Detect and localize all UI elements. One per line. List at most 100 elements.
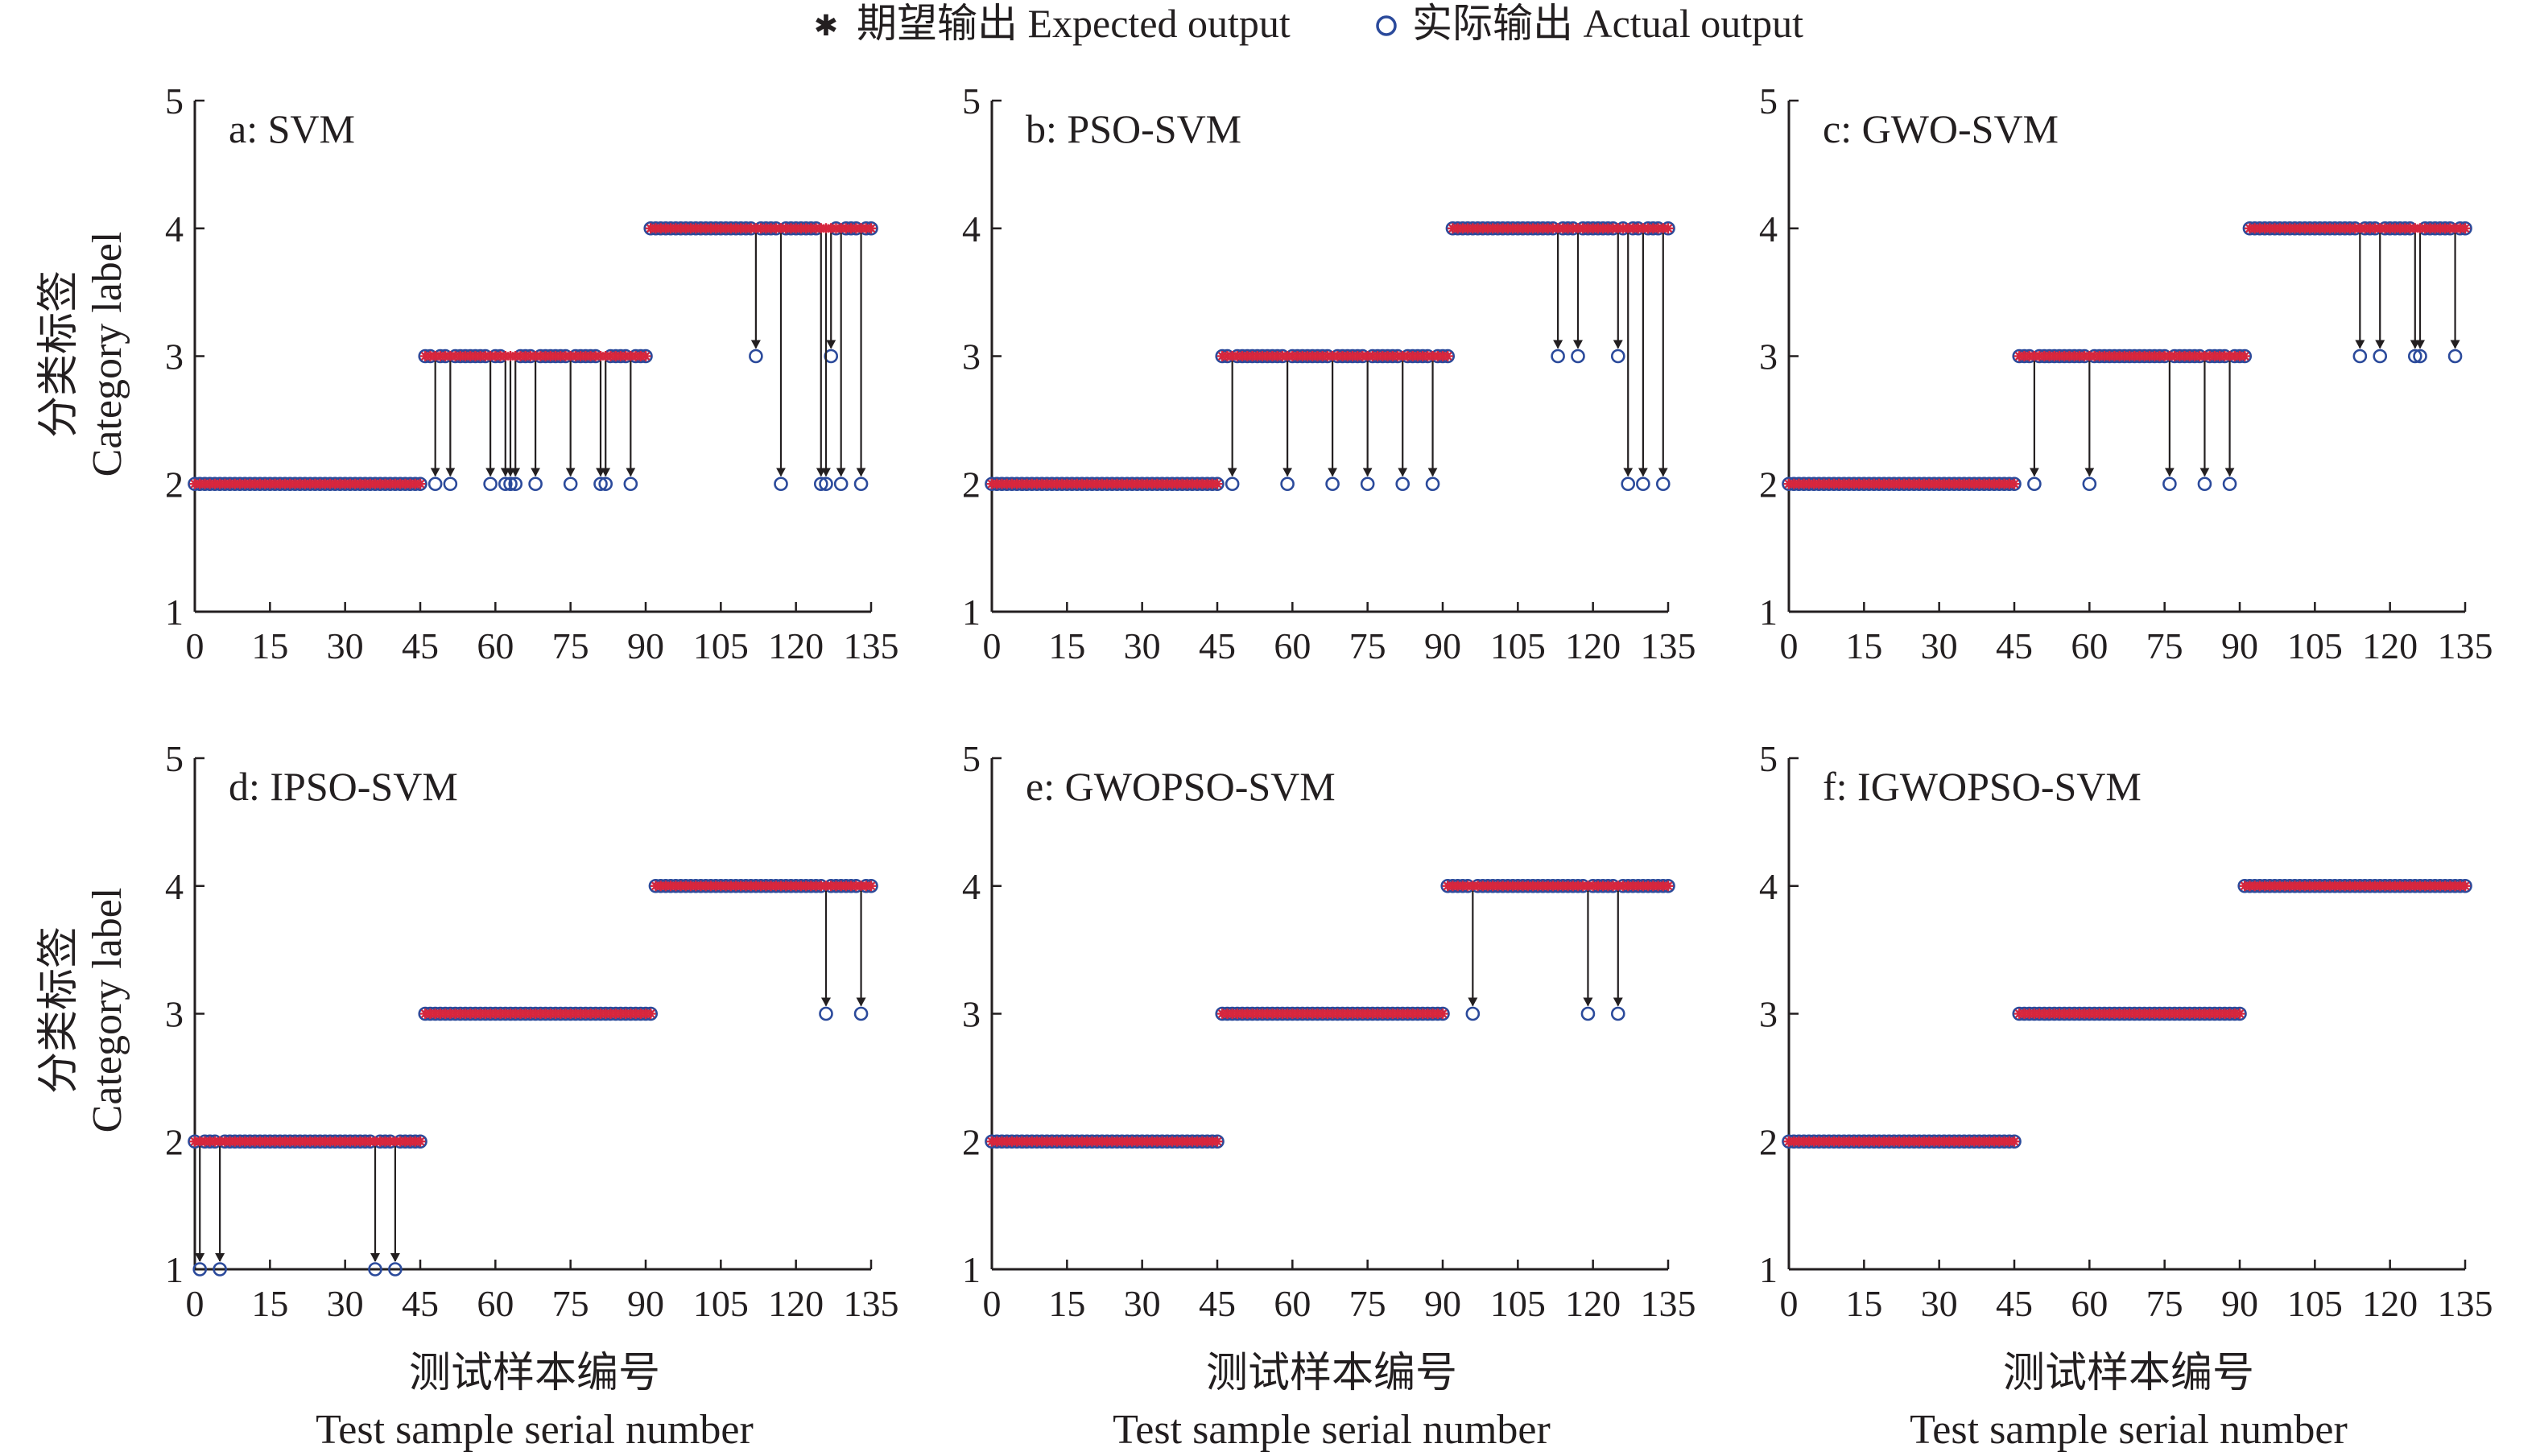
actual-output-point (1655, 476, 1671, 492)
x-tick-label: 0 (186, 1283, 204, 1324)
legend: ✱ 期望输出 Expected output 实际输出 Actual outpu… (814, 1, 1803, 46)
expected-output-point (2009, 478, 2020, 489)
x-tick-label: 60 (477, 1283, 514, 1324)
x-axis-title-cn: 测试样本编号 (1206, 1351, 1457, 1396)
actual-output-point (2407, 349, 2422, 364)
y-axis-title-cn: 分类标签 (36, 270, 82, 438)
x-tick-label: 60 (1274, 625, 1311, 666)
x-tick-label: 135 (1641, 625, 1696, 666)
actual-output-point (1395, 476, 1410, 492)
x-tick-label: 135 (844, 1283, 899, 1324)
x-tick-label: 15 (1048, 1283, 1085, 1324)
x-tick-label: 15 (1845, 1283, 1882, 1324)
x-tick-label: 60 (2071, 625, 2108, 666)
y-tick-label: 1 (1759, 1249, 1778, 1290)
legend-actual-marker (1376, 15, 1397, 36)
actual-output-point (593, 476, 608, 492)
x-tick-label: 120 (2362, 625, 2418, 666)
actual-output-point (503, 476, 518, 492)
data-points (985, 221, 1675, 492)
expected-output-point (865, 881, 877, 892)
actual-output-point (483, 476, 498, 492)
x-tick-label: 105 (1490, 1283, 1546, 1324)
actual-output-point (1571, 349, 1585, 364)
x-axis-title-cn: 测试样本编号 (409, 1351, 660, 1396)
y-tick-label: 2 (165, 464, 184, 505)
y-tick-label: 3 (1759, 994, 1778, 1035)
x-tick-label: 75 (2146, 1283, 2183, 1324)
x-tick-label: 120 (768, 625, 824, 666)
actual-output-point (813, 476, 828, 492)
x-tick-label: 135 (1641, 1283, 1696, 1324)
actual-output-point (528, 476, 543, 492)
x-tick-label: 45 (1996, 625, 2033, 666)
y-tick-label: 4 (1759, 866, 1778, 907)
x-tick-label: 0 (186, 625, 204, 666)
actual-output-point (2162, 476, 2177, 492)
actual-output-point (2352, 349, 2368, 364)
y-axis-title-top: 分类标签 Category label (36, 232, 130, 477)
y-axis-title-en: Category label (85, 888, 130, 1133)
x-axis-title-en: Test sample serial number (1910, 1407, 2348, 1453)
actual-output-point (1425, 476, 1440, 492)
y-tick-label: 4 (165, 866, 184, 907)
x-tick-label: 120 (2362, 1283, 2418, 1324)
x-axis-title-col1: 测试样本编号 Test sample serial number (316, 1351, 754, 1453)
y-tick-label: 1 (165, 1249, 184, 1290)
legend-actual-label: 实际输出 Actual output (1412, 1, 1803, 46)
expected-output-point (2460, 223, 2471, 234)
x-tick-label: 120 (1565, 1283, 1621, 1324)
x-tick-label: 0 (983, 1283, 1002, 1324)
actual-output-point (368, 1262, 382, 1277)
legend-expected-marker: ✱ (814, 10, 838, 42)
x-tick-label: 30 (327, 625, 364, 666)
x-tick-label: 105 (1490, 625, 1546, 666)
panel-title: e: GWOPSO-SVM (1026, 764, 1336, 809)
y-tick-label: 5 (1759, 738, 1778, 779)
actual-output-point (388, 1262, 403, 1277)
data-points (188, 878, 878, 1277)
y-tick-label: 3 (962, 994, 981, 1035)
panel-title: c: GWO-SVM (1823, 106, 2059, 151)
actual-output-point (2447, 349, 2463, 364)
actual-output-point (1280, 476, 1295, 492)
x-tick-label: 105 (2287, 1283, 2343, 1324)
y-tick-label: 2 (1759, 464, 1778, 505)
panel-title: d: IPSO-SVM (229, 764, 458, 809)
expected-output-point (2234, 1008, 2245, 1019)
x-tick-label: 90 (2221, 1283, 2258, 1324)
x-axis-title-en: Test sample serial number (1113, 1407, 1551, 1453)
x-tick-label: 75 (1349, 625, 1386, 666)
actual-output-point (2222, 476, 2237, 492)
x-tick-label: 0 (1780, 1283, 1799, 1324)
x-tick-label: 45 (1996, 1283, 2033, 1324)
y-tick-label: 4 (962, 208, 981, 250)
data-points (985, 878, 1675, 1149)
x-tick-label: 90 (627, 1283, 664, 1324)
y-tick-label: 3 (165, 336, 184, 377)
actual-output-point (824, 349, 839, 364)
x-axis-title-col3: 测试样本编号 Test sample serial number (1910, 1351, 2348, 1453)
y-tick-label: 5 (962, 80, 981, 122)
actual-output-point (749, 349, 763, 364)
x-tick-label: 60 (1274, 1283, 1311, 1324)
actual-output-point (192, 1262, 208, 1277)
x-axis-title-en: Test sample serial number (316, 1407, 754, 1453)
y-tick-label: 2 (962, 464, 981, 505)
actual-output-point (1610, 349, 1625, 364)
actual-output-point (427, 476, 443, 492)
expected-output-point (1437, 1008, 1448, 1019)
expected-output-point (2239, 351, 2250, 361)
x-tick-label: 135 (2438, 1283, 2493, 1324)
actual-output-point (2027, 476, 2042, 492)
data-points (1782, 878, 2472, 1149)
actual-output-point (1636, 476, 1650, 492)
x-tick-label: 45 (402, 625, 439, 666)
expected-output-point (865, 223, 877, 234)
actual-output-point (2373, 349, 2388, 364)
